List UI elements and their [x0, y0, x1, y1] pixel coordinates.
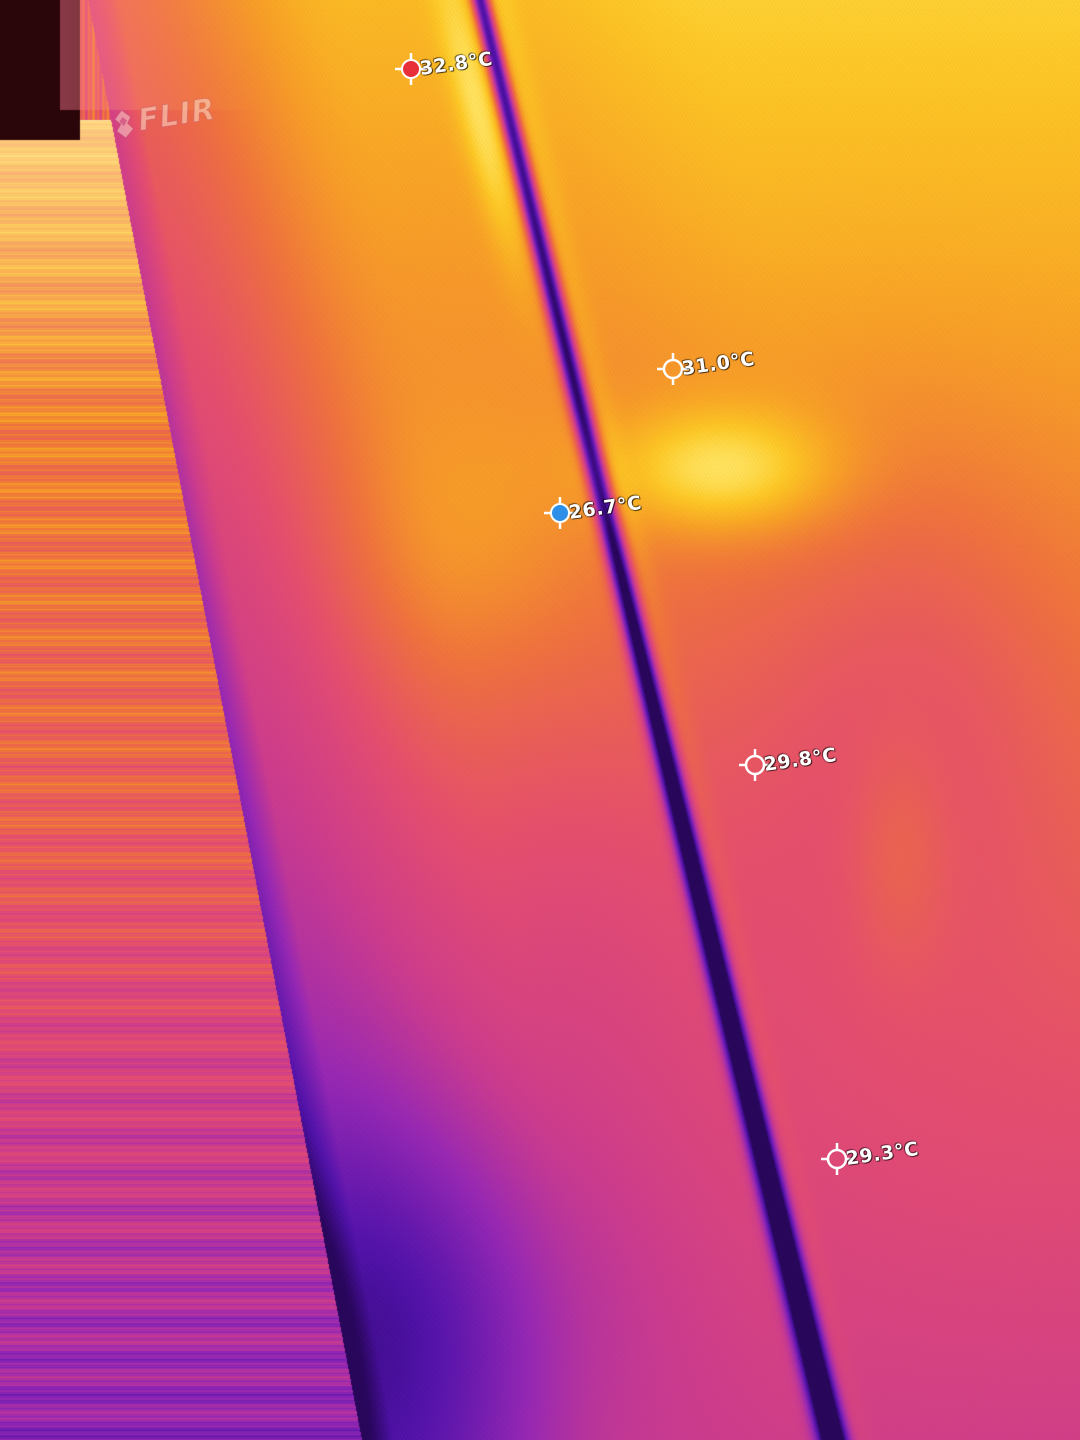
spot-temperature-cold: 26.7°C [567, 492, 643, 524]
spot-marker-hot[interactable]: 32.8°C [394, 52, 634, 92]
spot-marker-1[interactable]: 31.0°C [656, 352, 896, 392]
flir-flame-icon [110, 107, 136, 140]
spot-temperature-hot: 32.8°C [418, 48, 494, 80]
spot-marker-cold[interactable]: 26.7°C [543, 496, 783, 536]
spot-temperature-3: 29.3°C [844, 1138, 920, 1170]
spot-temperature-2: 29.8°C [762, 744, 838, 776]
spot-marker-2[interactable]: 29.8°C [738, 748, 978, 788]
spot-marker-3[interactable]: 29.3°C [820, 1142, 1060, 1182]
spot-temperature-1: 31.0°C [680, 348, 756, 380]
